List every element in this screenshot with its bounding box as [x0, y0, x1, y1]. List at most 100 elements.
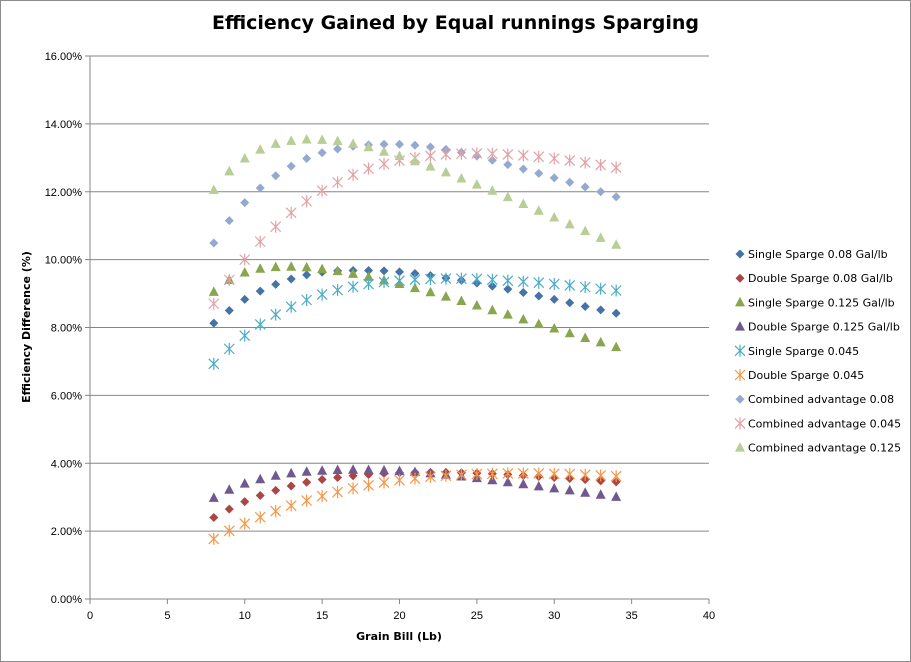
data-point: [224, 165, 235, 176]
data-point: [502, 476, 513, 487]
data-point: [409, 273, 421, 286]
data-point: [456, 295, 467, 306]
data-point: [409, 282, 420, 293]
legend-label: Single Sparge 0.125 Gal/lb: [748, 296, 895, 309]
data-point: [255, 473, 266, 484]
data-point: [486, 147, 498, 160]
data-point: [580, 332, 591, 343]
data-point: [425, 272, 436, 285]
data-point: [316, 184, 328, 197]
legend-label: Double Sparge 0.045: [748, 369, 864, 382]
data-point: [332, 486, 344, 499]
plot-area: [208, 133, 622, 545]
data-point: [378, 276, 390, 289]
data-point: [301, 294, 313, 307]
data-point: [394, 474, 405, 487]
data-point: [425, 286, 436, 297]
data-point: [270, 470, 281, 480]
data-point: [409, 466, 420, 477]
data-point: [363, 141, 374, 152]
data-point: [534, 168, 544, 178]
data-point: [302, 270, 312, 280]
data-point: [208, 297, 220, 310]
y-tick-label: 10.00%: [45, 255, 83, 267]
data-point: [579, 468, 591, 481]
data-point: [301, 466, 312, 476]
series-3: [208, 261, 622, 352]
legend-entry: Double Sparge 0.08 Gal/lb: [735, 272, 893, 285]
x-tick-label: 15: [316, 610, 328, 622]
legend-marker: [735, 296, 745, 307]
x-tick-label: 30: [548, 610, 560, 622]
data-point: [502, 274, 514, 287]
data-point: [378, 157, 390, 170]
data-point: [394, 465, 405, 476]
data-point: [208, 532, 220, 545]
data-point: [564, 279, 576, 292]
x-tick-label: 35: [626, 610, 638, 622]
data-point: [270, 261, 281, 272]
data-point: [410, 269, 420, 279]
data-point: [549, 294, 559, 304]
legend-label: Double Sparge 0.08 Gal/lb: [748, 272, 893, 285]
data-point: [486, 273, 498, 286]
data-point: [302, 153, 312, 163]
data-point: [302, 477, 312, 487]
y-tick-label: 6.00%: [51, 390, 82, 402]
data-point: [425, 470, 436, 483]
data-point: [440, 272, 452, 285]
data-point: [317, 148, 327, 158]
data-point: [332, 284, 344, 297]
x-tick-label: 25: [471, 610, 483, 622]
legend-entry: Combined advantage 0.08: [735, 393, 894, 406]
data-point: [595, 489, 606, 499]
data-point: [379, 266, 389, 276]
y-axis-title: Efficiency Difference (%): [20, 251, 33, 403]
data-point: [239, 478, 250, 488]
data-point: [579, 156, 591, 169]
data-point: [363, 479, 374, 492]
data-point: [440, 469, 452, 482]
data-point: [596, 305, 606, 315]
data-point: [363, 278, 374, 291]
data-point: [611, 308, 621, 318]
data-point: [517, 149, 529, 162]
data-point: [611, 239, 622, 249]
data-point: [502, 309, 513, 319]
data-point: [533, 480, 544, 491]
legend-entry: Single Sparge 0.045: [734, 344, 859, 358]
data-point: [317, 263, 328, 274]
legend: Single Sparge 0.08 Gal/lb Double Sparge 0…: [734, 248, 901, 455]
data-point: [595, 232, 606, 242]
data-point: [394, 150, 405, 161]
legend-marker: [734, 417, 746, 430]
data-point: [208, 286, 219, 296]
data-point: [224, 216, 234, 226]
legend-marker: [734, 344, 746, 357]
data-point: [517, 467, 529, 480]
legend-entry: Combined advantage 0.045: [734, 417, 901, 430]
data-point: [270, 220, 282, 233]
data-point: [332, 176, 344, 189]
data-point: [595, 282, 607, 295]
data-point: [364, 265, 374, 275]
legend-marker: [735, 249, 745, 259]
series-6: [208, 467, 622, 545]
data-point: [395, 267, 404, 277]
data-point: [332, 135, 343, 146]
legend-entry: Single Sparge 0.125 Gal/lb: [735, 296, 895, 309]
data-point: [440, 148, 452, 161]
y-tick-label: 12.00%: [45, 187, 83, 199]
data-point: [471, 299, 482, 310]
data-point: [301, 133, 312, 144]
data-point: [240, 497, 250, 507]
chart-title: Efficiency Gained by Equal runnings Spar…: [211, 12, 700, 34]
data-point: [255, 286, 265, 296]
data-point: [286, 135, 297, 145]
data-point: [254, 235, 266, 248]
data-point: [471, 179, 482, 189]
data-point: [347, 482, 359, 495]
data-point: [240, 198, 250, 208]
legend-marker: [735, 394, 745, 404]
data-point: [239, 152, 250, 163]
